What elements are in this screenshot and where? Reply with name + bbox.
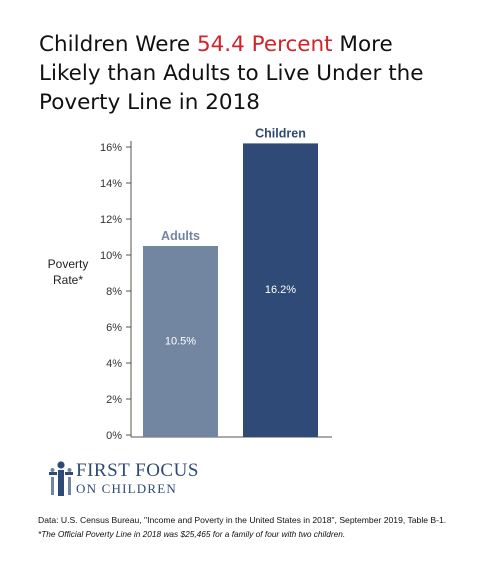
y-tick-label: 12% [100,214,122,226]
bar-children [243,143,318,437]
y-tick-label: 4% [106,358,122,370]
y-tick-label: 14% [100,178,122,190]
y-axis-label: Poverty Rate* [47,257,89,287]
y-tick-label: 2% [106,394,122,406]
y-tick-label: 10% [100,250,122,262]
footnote: *The Official Poverty Line in 2018 was $… [38,529,346,539]
title-part-2: More Likely than Adults to Live Under th… [39,32,424,115]
bars: Adults 10.5% Children 16.2% [143,126,318,437]
value-label-children: 16.2% [265,284,296,296]
organization-logo-text: First Focus on Children [76,461,199,497]
y-axis-ticks: 0% 2% 4% 6% 8% 10% 12% 14% 16% [100,142,131,442]
y-tick-label: 16% [100,142,122,154]
source-note: Data: U.S. Census Bureau, "Income and Po… [38,515,447,525]
first-focus-logo-icon [49,461,73,496]
y-tick-label: 0% [106,430,122,442]
logo-line-1: First Focus [76,460,199,481]
title-part-1: Children Were [39,32,197,57]
bar-adults [143,246,218,437]
chart-title: Children Were 54.4 Percent More Likely t… [39,30,459,117]
y-tick-label: 8% [106,286,122,298]
category-label-children: Children [255,126,306,140]
y-tick-label: 6% [106,322,122,334]
value-label-adults: 10.5% [165,336,196,348]
category-label-adults: Adults [161,229,200,243]
title-highlight: 54.4 Percent [196,32,333,57]
logo-line-2: on Children [76,481,177,496]
